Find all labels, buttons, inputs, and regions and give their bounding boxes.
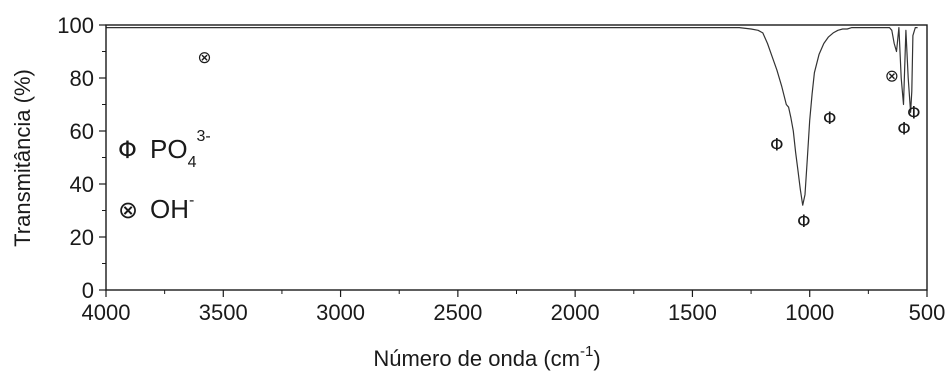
legend-label-po4: PO4 3- <box>150 128 211 171</box>
phosphate-band-marker: Φ <box>897 119 910 139</box>
y-tick-label: 40 <box>70 172 94 197</box>
x-tick-label: 3500 <box>199 300 248 325</box>
x-tick-label: 1500 <box>668 300 717 325</box>
legend-label-oh-sup: - <box>189 192 194 209</box>
hydroxyl-band-marker: ⊗ <box>885 66 899 86</box>
legend-label-oh: OH- <box>150 192 194 224</box>
y-tick-label: 0 <box>82 278 94 303</box>
legend-symbol-otimes: ⊗ <box>118 196 138 224</box>
ticks-layer: 4000 3500 3000 2500 2000 1500 1000 500 0 20 40 60 80… <box>57 13 945 325</box>
x-tick-label: 2500 <box>433 300 482 325</box>
phosphate-band-marker: Φ <box>907 103 920 123</box>
plot-frame <box>105 24 928 291</box>
y-tick-label: 60 <box>70 119 94 144</box>
x-axis-title-end: ) <box>593 346 600 371</box>
legend-label-po4-sub: 4 <box>188 154 197 171</box>
x-tick-label: 500 <box>909 300 946 325</box>
legend-entry-oh: ⊗ OH- <box>118 192 194 224</box>
y-axis-title: Transmitância (%) <box>10 69 35 247</box>
phosphate-band-marker: Φ <box>797 212 810 232</box>
legend-entry-po4: Φ PO4 3- <box>118 128 211 171</box>
x-axis-title-sup: -1 <box>580 343 593 360</box>
y-tick-label: 20 <box>70 225 94 250</box>
y-tick-label: 80 <box>70 66 94 91</box>
x-tick-label: 3000 <box>316 300 365 325</box>
x-tick-label: 2000 <box>551 300 600 325</box>
x-tick-label: 4000 <box>82 300 131 325</box>
legend-symbol-phi: Φ <box>118 136 137 164</box>
hydroxyl-band-marker: ⊗ <box>197 48 211 68</box>
y-tick-label: 100 <box>57 13 94 38</box>
legend-label-po4-text: PO <box>150 134 188 164</box>
x-axis-title: Número de onda (cm-1) <box>373 343 600 371</box>
legend: Φ PO4 3- ⊗ OH- <box>118 128 211 224</box>
legend-label-po4-sup: 3- <box>196 128 210 145</box>
phosphate-band-marker: Φ <box>823 109 836 129</box>
legend-label-oh-text: OH <box>150 194 189 224</box>
x-tick-label: 1000 <box>785 300 834 325</box>
phosphate-band-marker: Φ <box>770 135 783 155</box>
x-axis-title-main: Número de onda (cm <box>373 346 580 371</box>
series-line-transmittance <box>106 27 918 206</box>
